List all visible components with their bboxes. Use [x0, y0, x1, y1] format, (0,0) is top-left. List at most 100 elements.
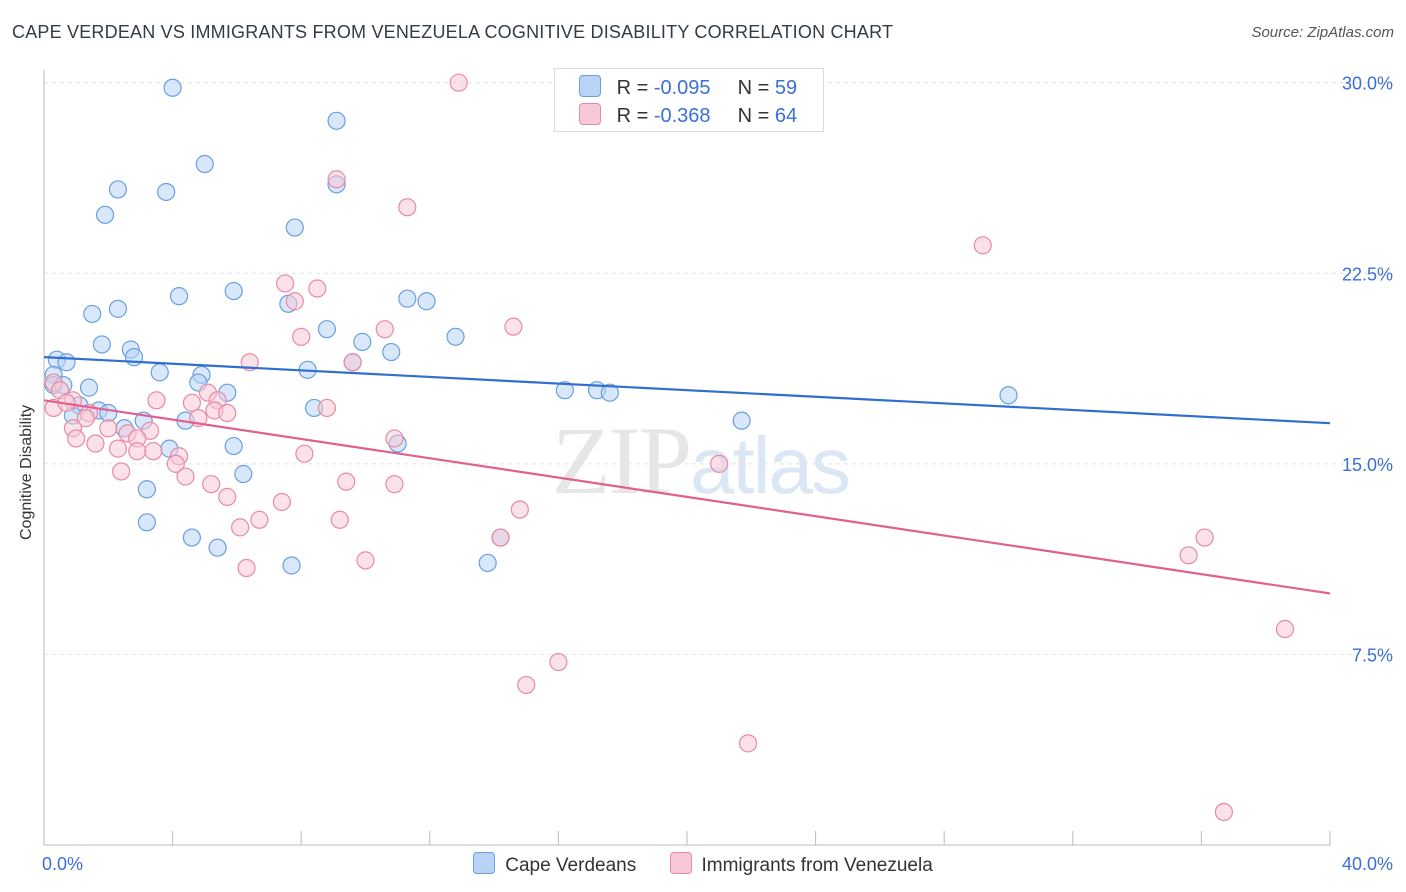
- y-tick-label: 15.0%: [1342, 455, 1393, 475]
- y-tick-label: 7.5%: [1352, 645, 1393, 665]
- cape-verdean-point: [234, 464, 253, 484]
- venezuela-point: [1195, 528, 1214, 547]
- y-tick-label: 30.0%: [1342, 74, 1393, 94]
- cape-verdean-point: [208, 538, 227, 557]
- venezuela-point: [385, 475, 404, 494]
- venezuela-point: [449, 73, 468, 92]
- venezuela-point: [237, 558, 256, 578]
- venezuela-point: [491, 528, 510, 547]
- legend-swatch-pink: [669, 852, 692, 874]
- venezuela-point: [166, 454, 185, 473]
- venezuela-point: [86, 434, 105, 453]
- cape-verdean-point: [327, 111, 346, 130]
- venezuela-point: [112, 462, 131, 481]
- venezuela-point: [76, 409, 95, 428]
- cape-verdean-point: [555, 381, 574, 400]
- cape-verdean-point: [382, 342, 401, 362]
- cape-verdean-point: [999, 386, 1018, 405]
- x-tick-label: 0.0%: [42, 854, 83, 874]
- cape-verdean-point: [150, 363, 169, 382]
- cape-verdean-point: [99, 403, 118, 423]
- venezuela-point: [295, 444, 314, 463]
- series-legend: Cape Verdeans Immigrants from Venezuela: [0, 852, 1406, 877]
- cape-verdean-point: [169, 287, 189, 306]
- venezuela-point: [285, 292, 304, 311]
- cape-verdean-point: [157, 182, 176, 202]
- cape-verdean-point: [137, 513, 156, 532]
- venezuela-point: [108, 439, 128, 458]
- venezuela-point: [231, 518, 250, 537]
- venezuela-point: [710, 454, 729, 473]
- venezuela-point: [738, 734, 758, 753]
- legend-row-venezuela: R = -0.368 N = 64: [579, 103, 797, 127]
- legend-item-cape-verdeans: Cape Verdeans: [473, 852, 636, 877]
- venezuela-point: [182, 393, 201, 412]
- venezuela-point: [276, 274, 295, 293]
- venezuela-point: [510, 500, 529, 519]
- cape-verdean-point: [57, 353, 76, 372]
- venezuela-point: [356, 551, 375, 570]
- cape-verdean-point: [224, 281, 243, 301]
- venezuela-point: [1179, 546, 1198, 565]
- cape-verdean-point: [398, 289, 417, 308]
- cape-verdean-point: [79, 378, 99, 397]
- cape-verdean-point: [182, 528, 201, 547]
- venezuela-point: [330, 510, 349, 529]
- venezuela-point: [398, 198, 417, 217]
- y-tick-label: 22.5%: [1342, 264, 1393, 284]
- venezuela-point: [317, 398, 337, 418]
- venezuela-point: [218, 487, 237, 506]
- cape-verdean-point: [83, 304, 102, 324]
- venezuela-point: [67, 429, 86, 448]
- cape-verdean-point: [224, 436, 243, 456]
- y-axis-label: Cognitive Disability: [18, 404, 35, 540]
- cape-verdean-point: [95, 205, 115, 224]
- cape-verdean-point: [108, 299, 128, 318]
- source-credit: Source: ZipAtlas.com: [1251, 24, 1394, 41]
- venezuela-point: [272, 492, 292, 512]
- venezuela-point: [327, 170, 346, 189]
- legend-swatch-blue: [579, 75, 601, 97]
- venezuela-point: [308, 279, 327, 298]
- venezuela-point: [343, 353, 362, 372]
- x-tick-label: 40.0%: [1342, 854, 1393, 874]
- r-value: -0.368: [653, 105, 711, 127]
- venezuela-point: [218, 403, 237, 423]
- venezuela-point: [147, 391, 166, 410]
- cape-verdean-point: [600, 383, 619, 402]
- venezuela-point: [1214, 802, 1234, 822]
- cape-verdean-point: [92, 335, 111, 354]
- legend-item-venezuela: Immigrants from Venezuela: [669, 852, 933, 877]
- venezuela-point: [337, 472, 356, 491]
- cape-verdean-point: [446, 327, 465, 346]
- correlation-legend: R = -0.095 N = 59 R = -0.368 N = 64: [554, 68, 824, 132]
- venezuela-point: [385, 429, 404, 448]
- legend-swatch-blue: [473, 852, 496, 874]
- venezuela-point: [144, 442, 163, 461]
- cape-verdean-point: [285, 218, 304, 237]
- venezuela-point: [128, 442, 147, 461]
- venezuela-point: [202, 475, 221, 494]
- cape-verdean-point: [108, 180, 128, 199]
- venezuela-point: [292, 327, 311, 346]
- venezuela-point: [375, 320, 394, 339]
- venezuela-point: [517, 675, 536, 695]
- cape-verdean-point: [417, 292, 436, 311]
- cape-verdean-point: [282, 556, 301, 575]
- venezuela-point: [176, 467, 195, 486]
- cape-verdean-point: [353, 332, 372, 351]
- cape-verdean-point: [163, 78, 182, 97]
- cape-verdean-point: [732, 411, 751, 430]
- venezuela-point: [250, 510, 269, 529]
- cape-verdean-point: [137, 480, 156, 499]
- cape-verdean-trendline: [43, 356, 1331, 425]
- cape-verdean-point: [317, 320, 337, 339]
- cape-verdean-point: [195, 154, 214, 174]
- venezuela-point: [504, 317, 523, 336]
- chart-title: CAPE VERDEAN VS IMMIGRANTS FROM VENEZUEL…: [12, 22, 894, 42]
- legend-row-cape-verdeans: R = -0.095 N = 59: [579, 75, 797, 99]
- cape-verdean-point: [478, 553, 497, 573]
- venezuela-point: [549, 652, 568, 672]
- watermark: ZIPatlas: [552, 407, 851, 514]
